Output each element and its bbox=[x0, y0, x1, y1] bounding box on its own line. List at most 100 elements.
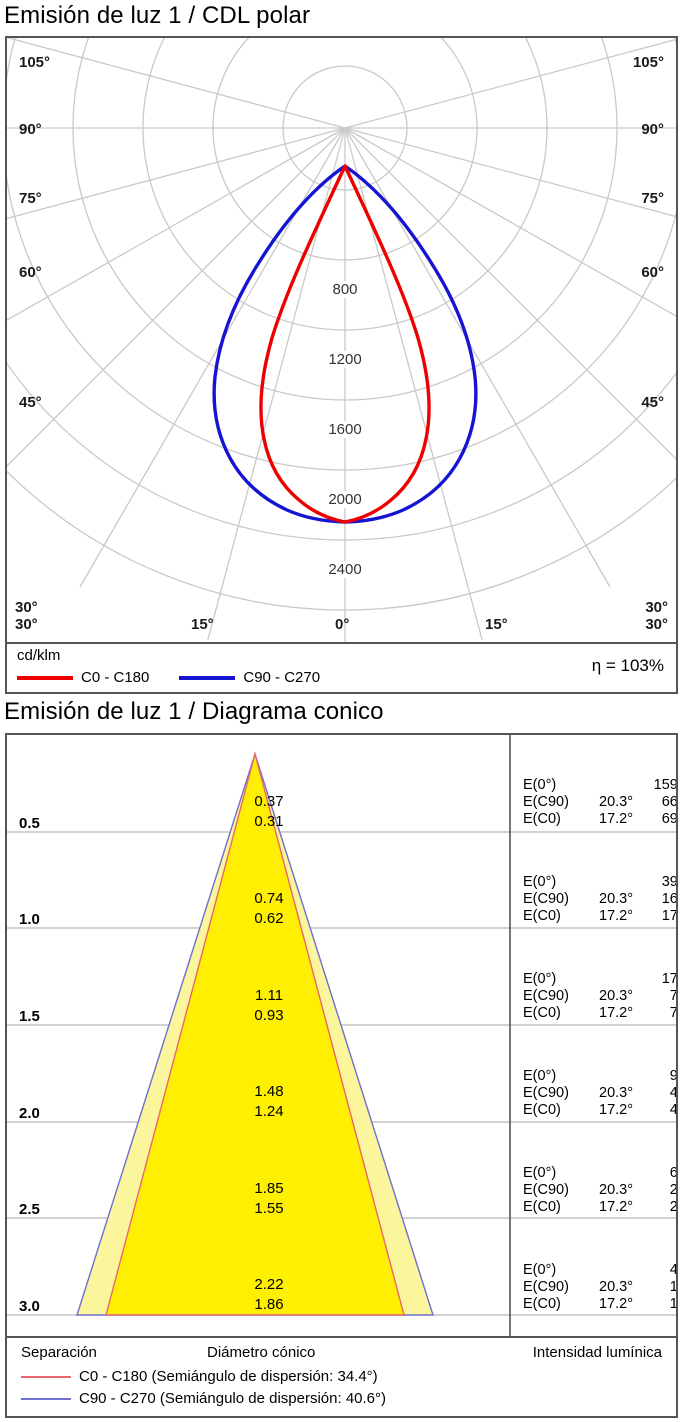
cone-legend-item-c0: C0 - C180 (Semiángulo de dispersión: 34.… bbox=[21, 1368, 378, 1385]
polar-angle-label-bottom-0: 0° bbox=[335, 616, 350, 633]
ill-label-e0: E(0°) bbox=[523, 971, 557, 987]
ill-value-ec0-0: 6960 bbox=[661, 811, 678, 827]
curve-c0-c180 bbox=[259, 164, 431, 524]
cone-diameter-c0-0: 0.37 bbox=[254, 793, 284, 810]
ill-label-e0: E(0°) bbox=[523, 1068, 557, 1084]
ill-label-e0: E(0°) bbox=[523, 1262, 557, 1278]
ill-value-ec0-5: 193 bbox=[669, 1296, 678, 1312]
polar-angle-label-right-60: 60° bbox=[641, 264, 664, 281]
polar-radial-label-1600: 1600 bbox=[325, 421, 365, 438]
cone-diameter-c0-5: 2.22 bbox=[254, 1276, 284, 1293]
ill-value-ec90-0: 6639 bbox=[661, 794, 678, 810]
cone-distance-label-1: 1.0 bbox=[19, 911, 40, 928]
ill-angle-c90: 20.3° bbox=[599, 794, 634, 810]
polar-angle-label-left-30: 30° bbox=[15, 599, 38, 616]
ill-value-e0-1: 3977 bbox=[661, 874, 678, 890]
column-header-separation: Separación bbox=[21, 1344, 97, 1361]
ill-value-ec90-1: 1660 bbox=[661, 891, 678, 907]
cone-diameter-c90-5: 1.86 bbox=[254, 1296, 284, 1313]
cone-legend-label-c0: C0 - C180 (Semiángulo de dispersión: 34.… bbox=[79, 1368, 378, 1385]
ill-angle-c90: 20.3° bbox=[599, 988, 634, 1004]
ill-value-ec90-3: 415 bbox=[669, 1085, 678, 1101]
polar-efficiency-label: η = 103% bbox=[591, 656, 664, 675]
ill-value-e0-0: 15907 bbox=[653, 777, 678, 793]
ill-angle-c0: 17.2° bbox=[599, 1296, 634, 1312]
ill-angle-c0: 17.2° bbox=[599, 908, 634, 924]
cone-legend-swatch-blue bbox=[21, 1397, 71, 1400]
cone-legend-swatch-red bbox=[21, 1375, 71, 1378]
cone-distance-label-2: 1.5 bbox=[19, 1008, 40, 1025]
legend-swatch-red bbox=[17, 675, 73, 680]
polar-angle-label-left-105: 105° bbox=[19, 54, 51, 71]
ill-label-e0: E(0°) bbox=[523, 1165, 557, 1181]
ill-angle-c90: 20.3° bbox=[599, 1279, 634, 1295]
cone-diameter-c0-1: 0.74 bbox=[254, 890, 284, 907]
cone-chart-area: 0.5 1.0 1.5 2.0 2.5 3.0 0.37 0.31 0.74 0… bbox=[5, 733, 678, 1338]
polar-angle-label-right-90: 90° bbox=[641, 121, 664, 138]
ill-label-e0: E(0°) bbox=[523, 874, 557, 890]
ill-angle-c0: 17.2° bbox=[599, 1102, 634, 1118]
polar-angle-label-bottom-30r: 30° bbox=[645, 616, 668, 633]
polar-grid bbox=[7, 38, 676, 642]
cone-diameter-c0-2: 1.11 bbox=[254, 987, 284, 1004]
legend-label-c90: C90 - C270 bbox=[243, 669, 321, 686]
polar-angle-label-left-60: 60° bbox=[19, 264, 42, 281]
ill-angle-c0: 17.2° bbox=[599, 1199, 634, 1215]
ill-label-ec0: E(C0) bbox=[523, 1199, 561, 1215]
ill-value-e0-4: 636 bbox=[669, 1165, 678, 1181]
polar-radial-label-1200: 1200 bbox=[325, 351, 365, 368]
cone-distance-label-0: 0.5 bbox=[19, 815, 40, 832]
polar-angle-label-bottom-15r: 15° bbox=[485, 616, 508, 633]
polar-angle-label-right-75: 75° bbox=[641, 190, 664, 207]
polar-unit-label: cd/klm bbox=[17, 647, 61, 664]
cone-diameter-c90-0: 0.31 bbox=[254, 813, 284, 830]
polar-legend-item-c90: C90 - C270 bbox=[179, 669, 320, 686]
ill-angle-c90: 20.3° bbox=[599, 1085, 634, 1101]
cone-diameter-c0-4: 1.85 bbox=[254, 1180, 284, 1197]
ill-value-ec0-4: 278 bbox=[669, 1199, 678, 1215]
polar-chart-title: Emisión de luz 1 / CDL polar bbox=[4, 2, 311, 29]
cone-chart-title: Emisión de luz 1 / Diagrama conico bbox=[4, 698, 384, 725]
ill-value-ec0-1: 1740 bbox=[661, 908, 678, 924]
polar-plot-svg bbox=[7, 38, 676, 642]
ill-label-ec90: E(C90) bbox=[523, 1085, 569, 1101]
legend-label-c0: C0 - C180 bbox=[81, 669, 150, 686]
ill-label-ec0: E(C0) bbox=[523, 811, 561, 827]
polar-chart-area: 105° 90° 75° 60° 45° 30° 105° 90° 75° 60… bbox=[5, 36, 678, 644]
ill-value-e0-5: 442 bbox=[669, 1262, 678, 1278]
cone-distance-label-5: 3.0 bbox=[19, 1298, 40, 1315]
polar-angle-label-bottom-30l: 30° bbox=[15, 616, 38, 633]
cone-legend: Separación Diámetro cónico Intensidad lu… bbox=[5, 1338, 678, 1418]
ill-value-ec90-5: 184 bbox=[669, 1279, 678, 1295]
polar-angle-label-bottom-15l: 15° bbox=[191, 616, 214, 633]
ill-label-ec90: E(C90) bbox=[523, 794, 569, 810]
cone-diameter-c90-2: 0.93 bbox=[254, 1007, 284, 1024]
cone-distance-label-3: 2.0 bbox=[19, 1105, 40, 1122]
ill-value-e0-3: 994 bbox=[669, 1068, 678, 1084]
cone-legend-label-c90: C90 - C270 (Semiángulo de dispersión: 40… bbox=[79, 1390, 387, 1407]
cone-legend-item-c90: C90 - C270 (Semiángulo de dispersión: 40… bbox=[21, 1390, 386, 1407]
ill-value-ec90-4: 266 bbox=[669, 1182, 678, 1198]
ill-angle-c90: 20.3° bbox=[599, 891, 634, 907]
cone-distance-label-4: 2.5 bbox=[19, 1201, 40, 1218]
ill-label-ec90: E(C90) bbox=[523, 1279, 569, 1295]
polar-angle-label-left-90: 90° bbox=[19, 121, 42, 138]
ill-label-ec90: E(C90) bbox=[523, 1182, 569, 1198]
ill-label-ec0: E(C0) bbox=[523, 1296, 561, 1312]
ill-value-e0-2: 1767 bbox=[661, 971, 678, 987]
polar-angle-label-left-45: 45° bbox=[19, 394, 42, 411]
ill-value-ec0-3: 435 bbox=[669, 1102, 678, 1118]
polar-legend-item-c0: C0 - C180 bbox=[17, 669, 149, 686]
ill-label-ec0: E(C0) bbox=[523, 908, 561, 924]
ill-value-ec90-2: 738 bbox=[669, 988, 678, 1004]
polar-angle-label-right-45: 45° bbox=[641, 394, 664, 411]
ill-angle-c0: 17.2° bbox=[599, 1005, 634, 1021]
ill-label-ec0: E(C0) bbox=[523, 1005, 561, 1021]
polar-angle-label-right-105: 105° bbox=[632, 54, 664, 71]
ill-label-e0: E(0°) bbox=[523, 777, 557, 793]
cone-plot-svg bbox=[7, 735, 676, 1336]
column-header-diameter: Diámetro cónico bbox=[207, 1344, 316, 1361]
polar-angle-label-right-30: 30° bbox=[645, 599, 668, 616]
ill-angle-c0: 17.2° bbox=[599, 811, 634, 827]
polar-angle-label-left-75: 75° bbox=[19, 190, 42, 207]
